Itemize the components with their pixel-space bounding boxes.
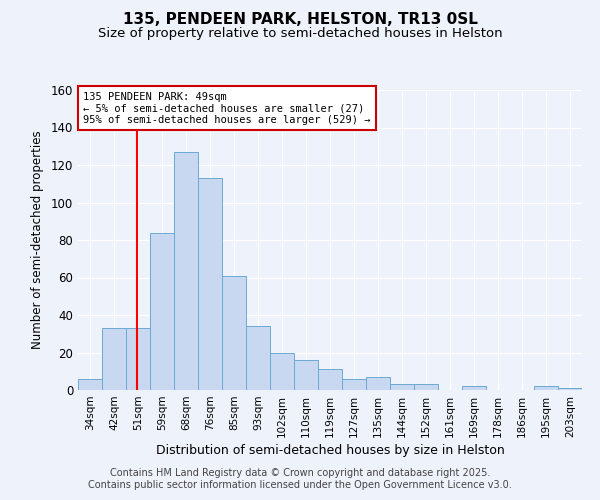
Bar: [198, 178, 222, 390]
Bar: [174, 152, 198, 390]
Bar: [366, 377, 390, 390]
Text: Size of property relative to semi-detached houses in Helston: Size of property relative to semi-detach…: [98, 28, 502, 40]
Bar: [222, 276, 246, 390]
Y-axis label: Number of semi-detached properties: Number of semi-detached properties: [31, 130, 44, 350]
Bar: [150, 232, 174, 390]
X-axis label: Distribution of semi-detached houses by size in Helston: Distribution of semi-detached houses by …: [155, 444, 505, 457]
Bar: [558, 388, 582, 390]
Bar: [246, 326, 270, 390]
Bar: [342, 379, 366, 390]
Bar: [78, 379, 102, 390]
Bar: [390, 384, 414, 390]
Bar: [270, 352, 294, 390]
Bar: [294, 360, 318, 390]
Text: Contains HM Land Registry data © Crown copyright and database right 2025.: Contains HM Land Registry data © Crown c…: [110, 468, 490, 477]
Bar: [462, 386, 486, 390]
Bar: [102, 328, 126, 390]
Bar: [414, 384, 438, 390]
Bar: [318, 370, 342, 390]
Text: 135, PENDEEN PARK, HELSTON, TR13 0SL: 135, PENDEEN PARK, HELSTON, TR13 0SL: [122, 12, 478, 28]
Bar: [534, 386, 558, 390]
Text: Contains public sector information licensed under the Open Government Licence v3: Contains public sector information licen…: [88, 480, 512, 490]
Text: 135 PENDEEN PARK: 49sqm
← 5% of semi-detached houses are smaller (27)
95% of sem: 135 PENDEEN PARK: 49sqm ← 5% of semi-det…: [83, 92, 371, 124]
Bar: [126, 328, 150, 390]
